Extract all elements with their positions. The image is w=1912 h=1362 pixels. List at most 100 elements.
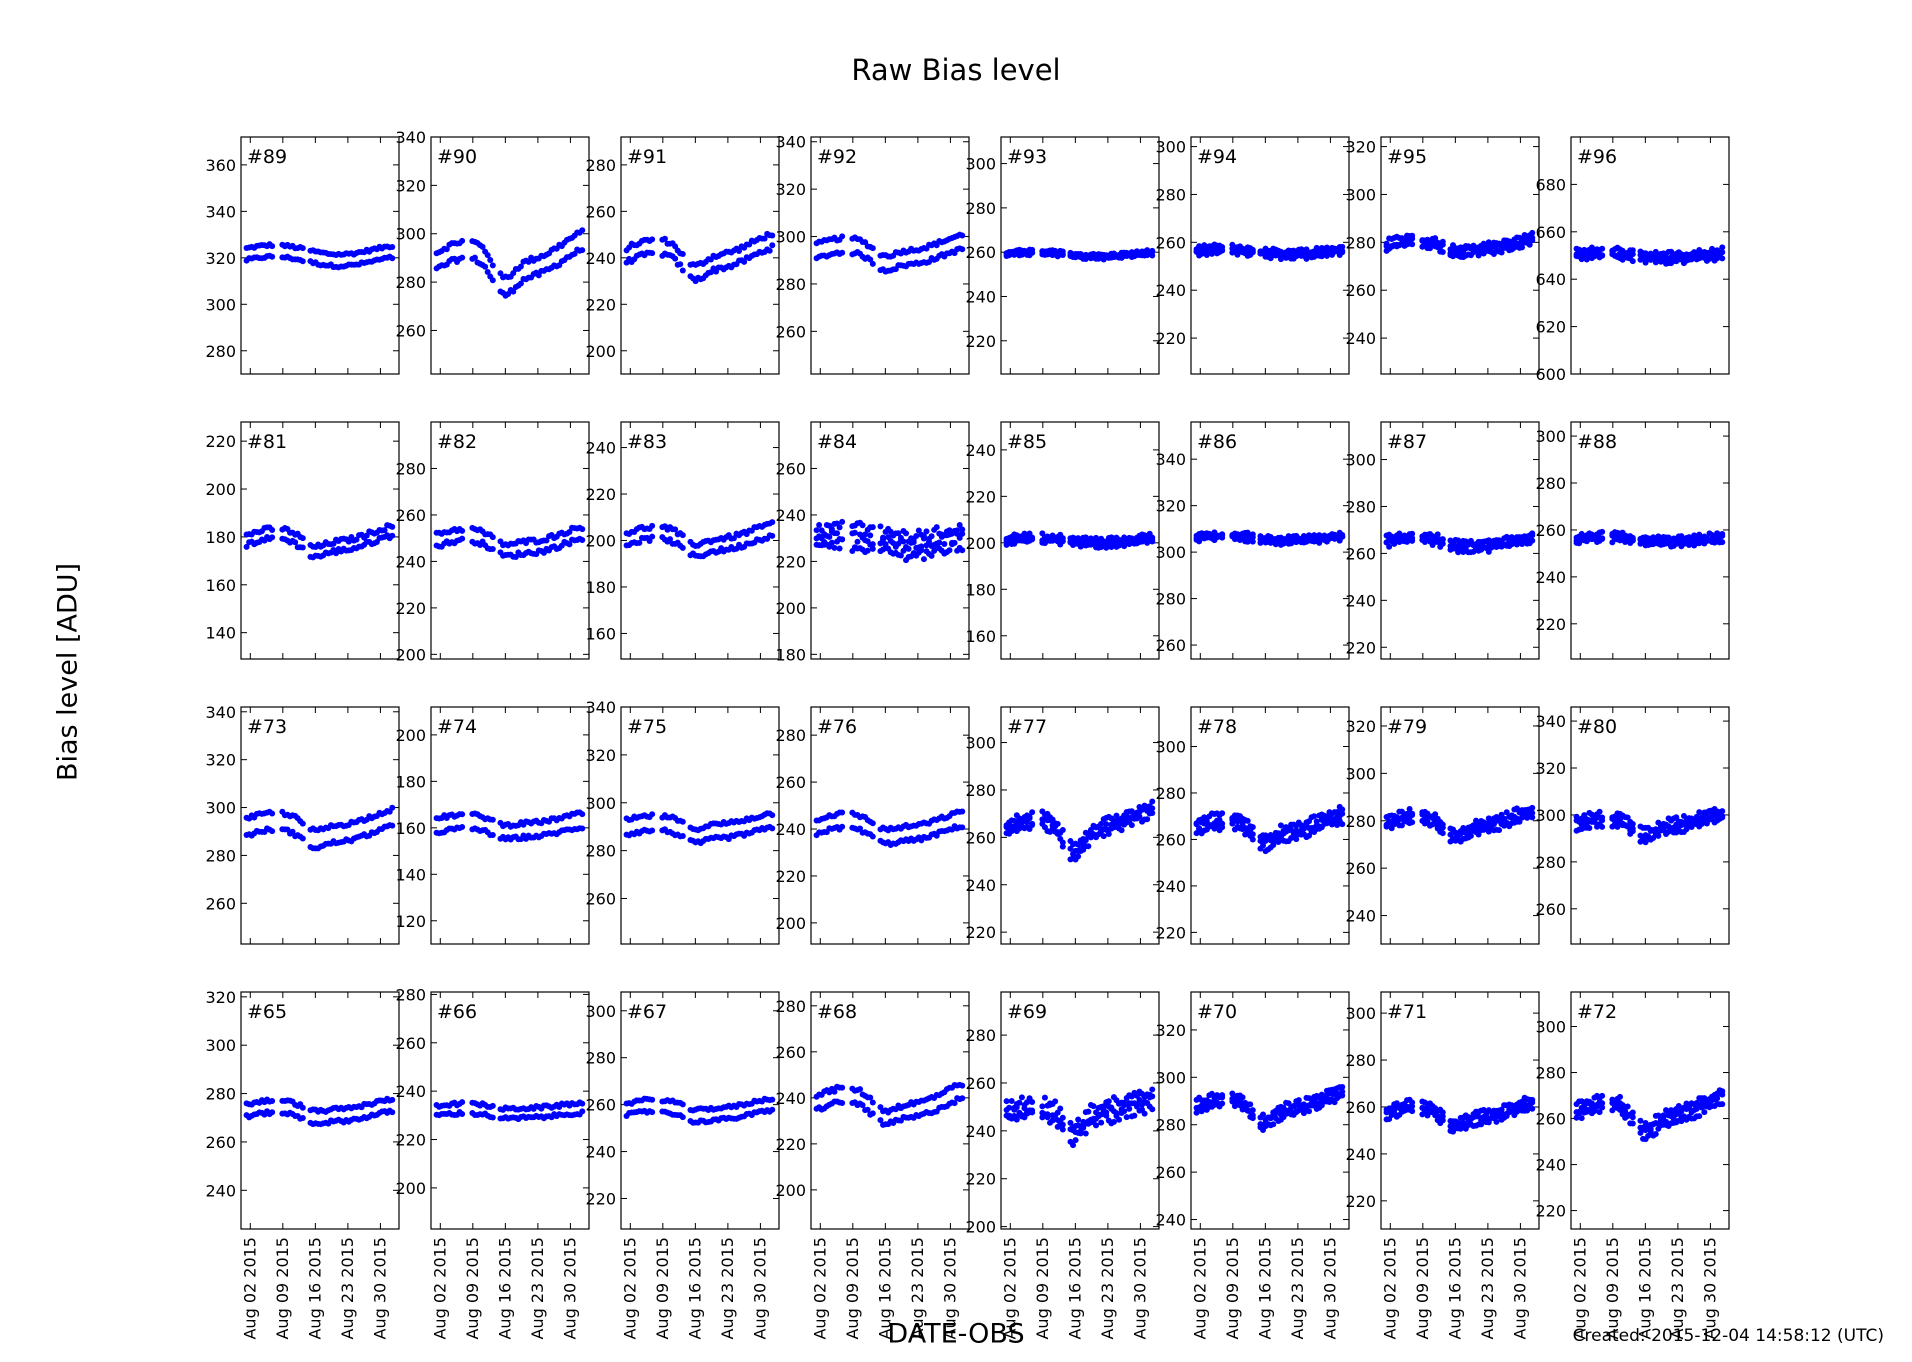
data-point [459,1099,466,1106]
y-tick-label: 260 [965,243,996,262]
data-point [510,288,517,295]
y-tick-label: 220 [585,1189,616,1208]
data-point [389,1096,396,1103]
data-point [1249,1107,1256,1114]
data-point [459,823,466,830]
subplot-88: 220 240 260 280 300 #88 [1535,421,1730,660]
x-tick-label: Aug 30 2015 [370,1237,389,1340]
data-point [1719,532,1726,539]
data-point [1293,836,1300,843]
y-tick-label: 200 [775,599,806,618]
data-point [941,540,948,547]
data-point [880,536,887,543]
data-point [903,530,910,537]
data-point [1529,804,1536,811]
y-tick-label: 220 [965,332,996,351]
data-point [1409,537,1416,544]
data-point [1596,808,1603,815]
data-point [1082,1130,1089,1137]
y-tick-label: 140 [205,624,236,643]
data-point [1599,817,1606,824]
data-point [579,526,586,533]
data-point [1529,229,1536,236]
y-tick-label: 660 [1535,223,1566,242]
data-point [1339,806,1346,813]
y-tick-label: 240 [965,441,996,460]
panel-label: #77 [1007,716,1047,738]
data-point [649,236,656,243]
data-point [579,536,586,543]
data-point [1260,1111,1267,1118]
y-tick-label: 180 [965,580,996,599]
y-tick-label: 220 [775,552,806,571]
y-tick-label: 120 [395,912,426,931]
data-point [649,533,656,540]
data-point [1526,241,1533,248]
data-point [1719,255,1726,262]
data-point [1193,1109,1200,1116]
y-tick-label: 260 [585,202,616,221]
data-point [1059,826,1066,833]
data-point [1439,1117,1446,1124]
data-point [910,539,917,546]
panel-label: #79 [1387,716,1427,738]
y-tick-label: 220 [585,295,616,314]
subplot-68: 200 220 240 260 280 Aug 02 2015 Aug 09 2015 Aug… [775,991,970,1340]
data-point [1029,822,1036,829]
x-tick-label: Aug 30 2015 [1320,1237,1339,1340]
data-point [1075,853,1082,860]
data-point [299,535,306,542]
data-point [769,812,776,819]
data-point [1673,814,1680,821]
data-point [839,518,846,525]
data-point [672,526,679,533]
y-tick-label: 300 [205,295,236,314]
y-tick-label: 320 [1155,1021,1186,1040]
data-point [646,538,653,545]
subplot-85: 160 180 200 220 240 #85 [965,421,1160,660]
data-point [1485,1119,1492,1126]
y-tick-label: 300 [965,734,996,753]
subplot-79: 240 260 280 300 320 #79 [1345,706,1540,945]
panel-label: #76 [817,716,857,738]
y-tick-label: 220 [205,432,236,451]
data-point [1085,843,1092,850]
data-point [1290,1103,1297,1110]
data-point [1599,245,1606,252]
y-tick-label: 200 [395,726,426,745]
y-tick-label: 280 [395,985,426,1004]
data-point [1496,827,1503,834]
subplot-77: 220 240 260 280 300 #77 [965,706,1160,945]
x-tick-label: Aug 30 2015 [560,1237,579,1340]
data-point [1406,806,1413,813]
data-point [1409,812,1416,819]
data-point [1529,810,1536,817]
data-point [839,249,846,256]
data-point [1339,810,1346,817]
data-point [389,244,396,251]
data-point [1599,252,1606,259]
data-point [862,531,869,538]
data-point [679,1101,686,1108]
data-point [269,810,276,817]
y-tick-label: 180 [585,578,616,597]
data-point [1270,1121,1277,1128]
data-point [1059,252,1066,259]
data-point [1052,1098,1059,1105]
data-point [1249,824,1256,831]
data-point [1249,534,1256,541]
y-tick-label: 340 [1155,450,1186,469]
data-point [900,538,907,545]
data-point [1070,1142,1077,1149]
y-tick-label: 320 [205,249,236,268]
data-point [864,1106,871,1113]
y-tick-label: 280 [205,1085,236,1104]
data-point [839,233,846,240]
y-tick-label: 280 [775,275,806,294]
y-tick-label: 280 [1155,590,1186,609]
y-tick-label: 300 [775,228,806,247]
data-point [928,533,935,540]
y-tick-label: 300 [395,225,426,244]
data-point [1149,252,1156,259]
data-point [679,267,686,274]
